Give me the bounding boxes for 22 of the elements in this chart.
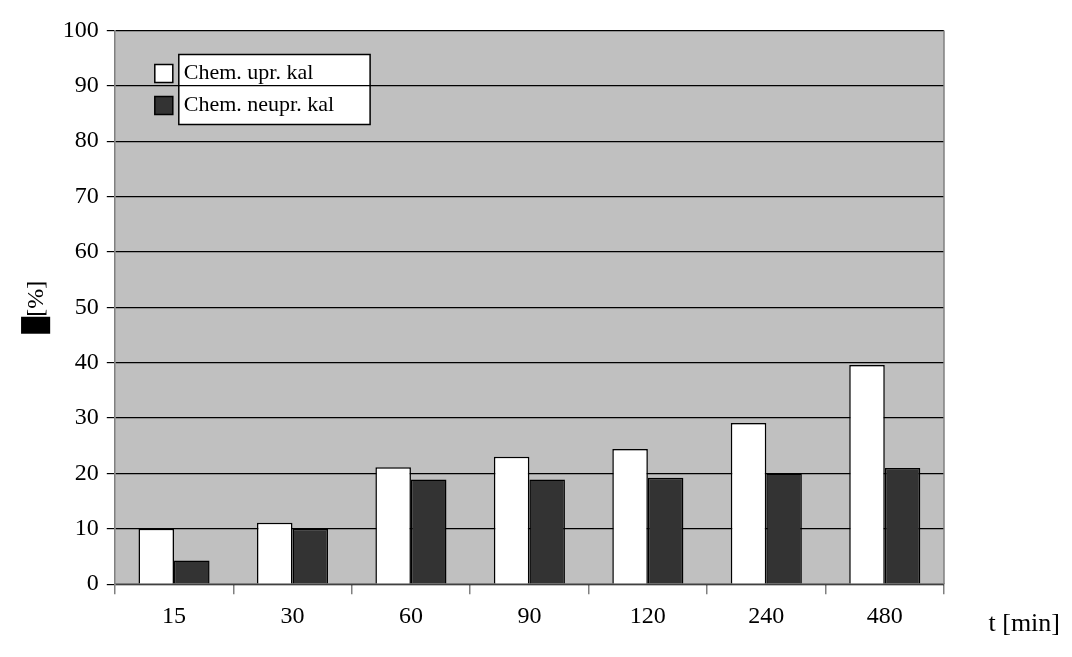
legend-label: Chem. upr. kal <box>183 59 314 85</box>
x-tick-label: 240 <box>748 601 785 628</box>
y-tick-label: 70 <box>74 181 99 208</box>
x-tick-label: 60 <box>398 601 423 628</box>
y-tick-label: 100 <box>62 15 99 42</box>
y-tick-label: 60 <box>74 237 99 264</box>
y-tick-label: 80 <box>74 126 99 153</box>
x-tick-label: 90 <box>517 601 542 628</box>
y-tick-label: 20 <box>74 458 99 485</box>
y-tick-label: 90 <box>74 71 99 98</box>
y-tick-label: 0 <box>86 569 99 596</box>
x-tick-label: 120 <box>629 601 666 628</box>
y-tick-label: 10 <box>74 514 99 541</box>
x-axis-title: t [min] <box>988 608 1060 638</box>
x-tick-label: 480 <box>866 601 903 628</box>
y-tick-label: 40 <box>74 347 99 374</box>
legend-label: Chem. neupr. kal <box>183 91 335 117</box>
y-tick-label: 50 <box>74 292 99 319</box>
y-tick-label: 30 <box>74 403 99 430</box>
x-tick-label: 15 <box>162 601 187 628</box>
y-axis-title: █[%] <box>20 280 51 334</box>
x-tick-label: 30 <box>280 601 305 628</box>
